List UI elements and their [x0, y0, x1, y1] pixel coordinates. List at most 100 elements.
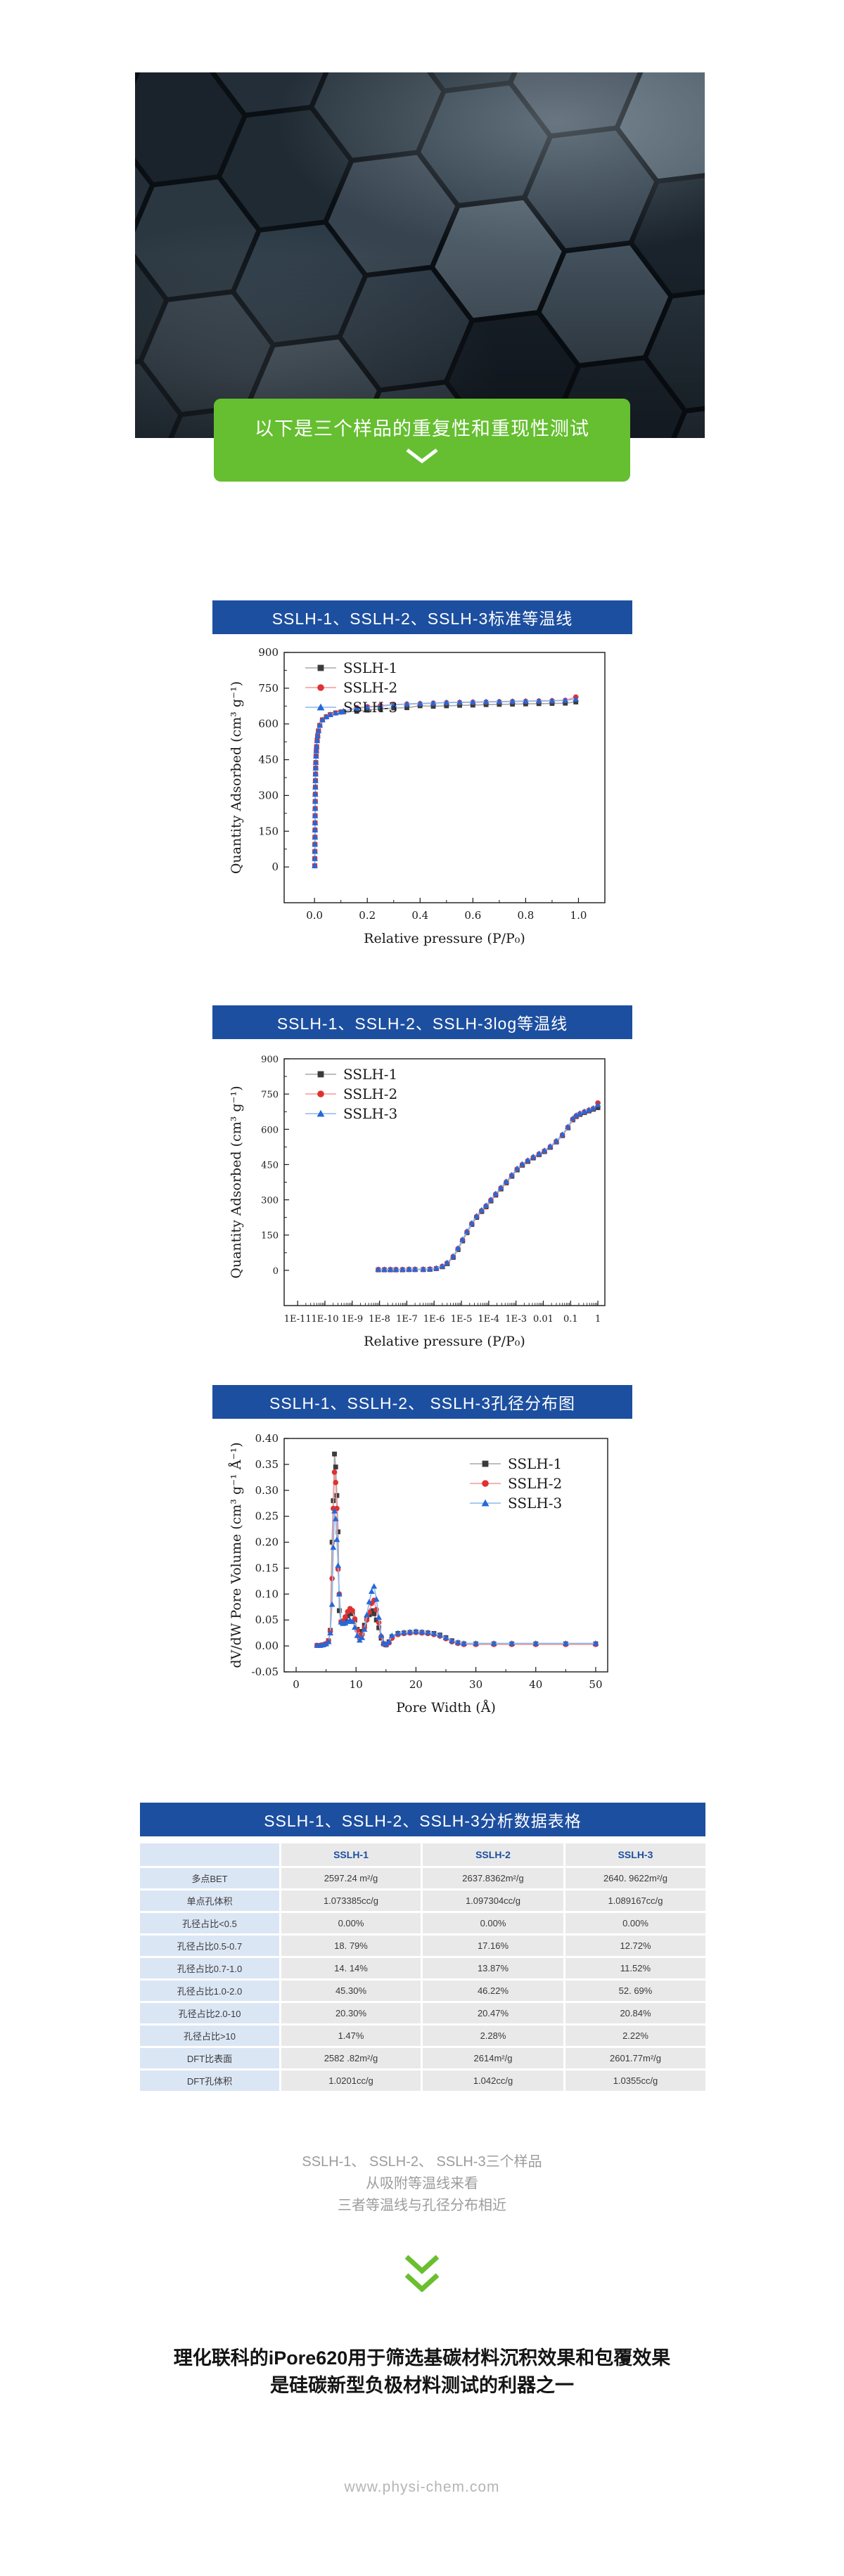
- svg-text:0.4: 0.4: [411, 909, 428, 922]
- table-cell: 1.0355cc/g: [565, 2071, 705, 2091]
- svg-text:30: 30: [469, 1678, 482, 1691]
- section-title-log-isotherm: SSLH-1、SSLH-2、SSLH-3log等温线: [212, 1005, 632, 1039]
- svg-text:0.2: 0.2: [359, 909, 376, 922]
- table-col-header: SSLH-1: [281, 1843, 421, 1866]
- svg-text:10: 10: [350, 1678, 363, 1691]
- svg-text:SSLH-1: SSLH-1: [508, 1455, 562, 1472]
- summary-line: SSLH-1、 SSLH-2、 SSLH-3三个样品: [302, 2154, 542, 2170]
- table-cell: 45.30%: [281, 1981, 421, 2001]
- table-cell: 11.52%: [565, 1958, 705, 1978]
- table-row-label: 孔径占比0.7-1.0: [140, 1958, 279, 1978]
- section-title-text: SSLH-1、SSLH-2、 SSLH-3孔径分布图: [269, 1394, 575, 1412]
- svg-text:0.35: 0.35: [255, 1458, 279, 1471]
- svg-text:0.00: 0.00: [255, 1640, 279, 1652]
- table-row-label: 单点孔体积: [140, 1891, 279, 1911]
- summary-text: SSLH-1、 SSLH-2、 SSLH-3三个样品 从吸附等温线来看 三者等温…: [0, 2151, 844, 2217]
- svg-text:20: 20: [409, 1678, 423, 1691]
- svg-text:Quantity Adsorbed (cm³ g⁻¹): Quantity Adsorbed (cm³ g⁻¹): [229, 1086, 244, 1278]
- section-title-pore-distribution: SSLH-1、SSLH-2、 SSLH-3孔径分布图: [212, 1385, 632, 1419]
- table-col-header: SSLH-3: [565, 1843, 705, 1866]
- table-title-bar: SSLH-1、SSLH-2、SSLH-3分析数据表格: [140, 1803, 705, 1836]
- data-table: SSLH-1 SSLH-2 SSLH-3 多点BET 2597.24 m²/g 2637.…: [140, 1843, 705, 2091]
- table-corner-cell: [140, 1843, 279, 1866]
- chart-pore-distribution: 0 10 20 30 40 50 -0.05 0.00 0.05 0.10 0.15 0.20 0.25…: [224, 1429, 625, 1727]
- table-cell: 20.30%: [281, 2003, 421, 2023]
- table-title-text: SSLH-1、SSLH-2、SSLH-3分析数据表格: [264, 1812, 582, 1830]
- table-cell: 0.00%: [281, 1913, 421, 1933]
- table-row-label: 孔径占比1.0-2.0: [140, 1981, 279, 2001]
- table-cell: 1.042cc/g: [423, 2071, 563, 2091]
- hexagon-texture-graphic: [135, 72, 705, 438]
- svg-text:0: 0: [271, 861, 279, 873]
- table-cell: 1.47%: [281, 2026, 421, 2046]
- svg-text:1E-4: 1E-4: [478, 1314, 500, 1325]
- svg-text:1E-8: 1E-8: [369, 1314, 390, 1325]
- svg-text:Relative pressure (P/P₀): Relative pressure (P/P₀): [364, 931, 525, 946]
- svg-text:0.0: 0.0: [306, 909, 323, 922]
- svg-text:1E-7: 1E-7: [396, 1314, 418, 1325]
- svg-text:900: 900: [258, 646, 279, 659]
- svg-text:0.15: 0.15: [255, 1561, 279, 1574]
- section-title-standard-isotherm: SSLH-1、SSLH-2、SSLH-3标准等温线: [212, 600, 632, 634]
- svg-text:150: 150: [258, 825, 279, 837]
- table-cell: 46.22%: [423, 1981, 563, 2001]
- svg-text:SSLH-3: SSLH-3: [508, 1495, 562, 1512]
- svg-text:SSLH-3: SSLH-3: [343, 1105, 397, 1122]
- svg-text:1E-9: 1E-9: [341, 1314, 363, 1325]
- svg-text:SSLH-2: SSLH-2: [508, 1475, 562, 1492]
- svg-text:1E-3: 1E-3: [505, 1314, 527, 1325]
- intro-banner: 以下是三个样品的重复性和重现性测试: [214, 399, 630, 482]
- svg-text:SSLH-1: SSLH-1: [343, 1066, 397, 1083]
- svg-text:600: 600: [261, 1125, 279, 1135]
- table-cell: 52. 69%: [565, 1981, 705, 2001]
- svg-text:SSLH-2: SSLH-2: [343, 1086, 397, 1102]
- svg-text:Quantity Adsorbed (cm³ g⁻¹): Quantity Adsorbed (cm³ g⁻¹): [229, 681, 244, 874]
- svg-text:40: 40: [529, 1678, 542, 1691]
- svg-text:900: 900: [261, 1055, 279, 1065]
- table-cell: 14. 14%: [281, 1958, 421, 1978]
- svg-text:1E-6: 1E-6: [423, 1314, 445, 1325]
- table-row-label: 孔径占比0.5-0.7: [140, 1936, 279, 1956]
- svg-text:Pore Width (Å): Pore Width (Å): [396, 1700, 496, 1715]
- closing-line: 理化联科的iPore620用于筛选基碳材料沉积效果和包覆效果: [173, 2348, 671, 2369]
- table-cell: 17.16%: [423, 1936, 563, 1956]
- chevron-down-icon: [406, 449, 438, 464]
- section-title-text: SSLH-1、SSLH-2、SSLH-3log等温线: [276, 1015, 568, 1033]
- closing-line: 是硅碳新型负极材料测试的利器之一: [270, 2375, 574, 2396]
- table-row-label: 多点BET: [140, 1868, 279, 1888]
- table-row-label: DFT比表面: [140, 2048, 279, 2068]
- double-chevron-down-icon: [402, 2254, 442, 2295]
- svg-text:150: 150: [261, 1231, 279, 1242]
- svg-text:dV/dW Pore Volume (cm³ g⁻¹ Å⁻¹: dV/dW Pore Volume (cm³ g⁻¹ Å⁻¹): [229, 1442, 244, 1668]
- svg-text:1.0: 1.0: [570, 909, 587, 922]
- svg-text:Relative pressure (P/P₀): Relative pressure (P/P₀): [364, 1334, 525, 1349]
- svg-text:0: 0: [293, 1678, 300, 1691]
- intro-banner-text: 以下是三个样品的重复性和重现性测试: [255, 418, 589, 439]
- svg-text:1E-5: 1E-5: [451, 1314, 473, 1325]
- svg-text:0.6: 0.6: [464, 909, 481, 922]
- table-cell: 20.47%: [423, 2003, 563, 2023]
- table-cell: 13.87%: [423, 1958, 563, 1978]
- svg-text:SSLH-3: SSLH-3: [343, 699, 397, 716]
- table-cell: 2.28%: [423, 2026, 563, 2046]
- table-cell: 1.0201cc/g: [281, 2071, 421, 2091]
- table-cell: 2.22%: [565, 2026, 705, 2046]
- footer-url: www.physi-chem.com: [344, 2479, 500, 2495]
- table-cell: 1.073385cc/g: [281, 1891, 421, 1911]
- svg-text:0.20: 0.20: [255, 1536, 279, 1549]
- table-cell: 2597.24 m²/g: [281, 1868, 421, 1888]
- svg-text:SSLH-2: SSLH-2: [343, 679, 397, 696]
- table-row-label: DFT孔体积: [140, 2071, 279, 2091]
- table-col-header: SSLH-2: [423, 1843, 563, 1866]
- table-cell: 2614m²/g: [423, 2048, 563, 2068]
- table-cell: 0.00%: [423, 1913, 563, 1933]
- svg-text:300: 300: [258, 789, 279, 801]
- table-cell: 1.089167cc/g: [565, 1891, 705, 1911]
- table-row-label: 孔径占比<0.5: [140, 1913, 279, 1933]
- svg-text:450: 450: [261, 1160, 279, 1171]
- table-cell: 20.84%: [565, 2003, 705, 2023]
- svg-text:450: 450: [258, 754, 279, 766]
- table-cell: 2601.77m²/g: [565, 2048, 705, 2068]
- svg-text:300: 300: [261, 1196, 279, 1206]
